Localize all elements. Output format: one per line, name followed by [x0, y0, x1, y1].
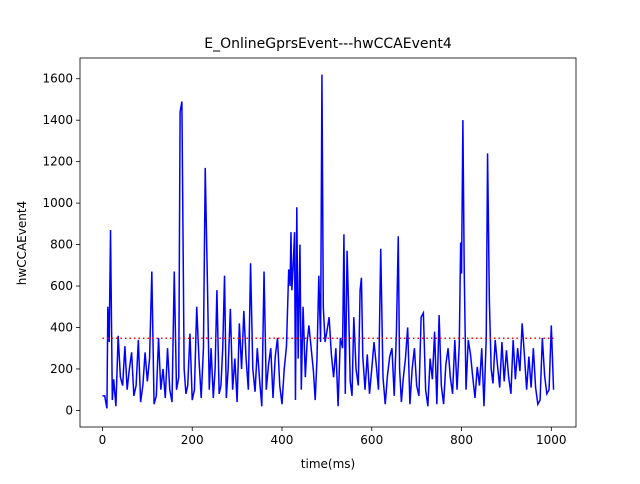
y-tick-label: 800: [50, 238, 73, 252]
chart-title: E_OnlineGprsEvent---hwCCAEvent4: [204, 36, 452, 52]
plot-frame: [79, 57, 577, 428]
x-axis-label: time(ms): [301, 457, 355, 471]
y-tick-label: 400: [50, 320, 73, 334]
x-tick-label: 200: [181, 433, 204, 447]
y-axis-label: hwCCAEvent4: [15, 201, 29, 285]
x-tick-label: 1000: [536, 433, 567, 447]
x-tick-label: 400: [271, 433, 294, 447]
y-tick-label: 1600: [42, 72, 73, 86]
x-tick-label: 600: [360, 433, 383, 447]
x-tick-label: 0: [99, 433, 107, 447]
data-line: [102, 74, 555, 409]
y-tick-label: 1400: [42, 113, 73, 127]
y-tick-label: 200: [50, 362, 73, 376]
y-tick-label: 0: [65, 403, 73, 417]
y-tick-label: 1000: [42, 196, 73, 210]
y-tick-label: 1200: [42, 155, 73, 169]
y-tick-label: 600: [50, 279, 73, 293]
x-tick-label: 800: [450, 433, 473, 447]
